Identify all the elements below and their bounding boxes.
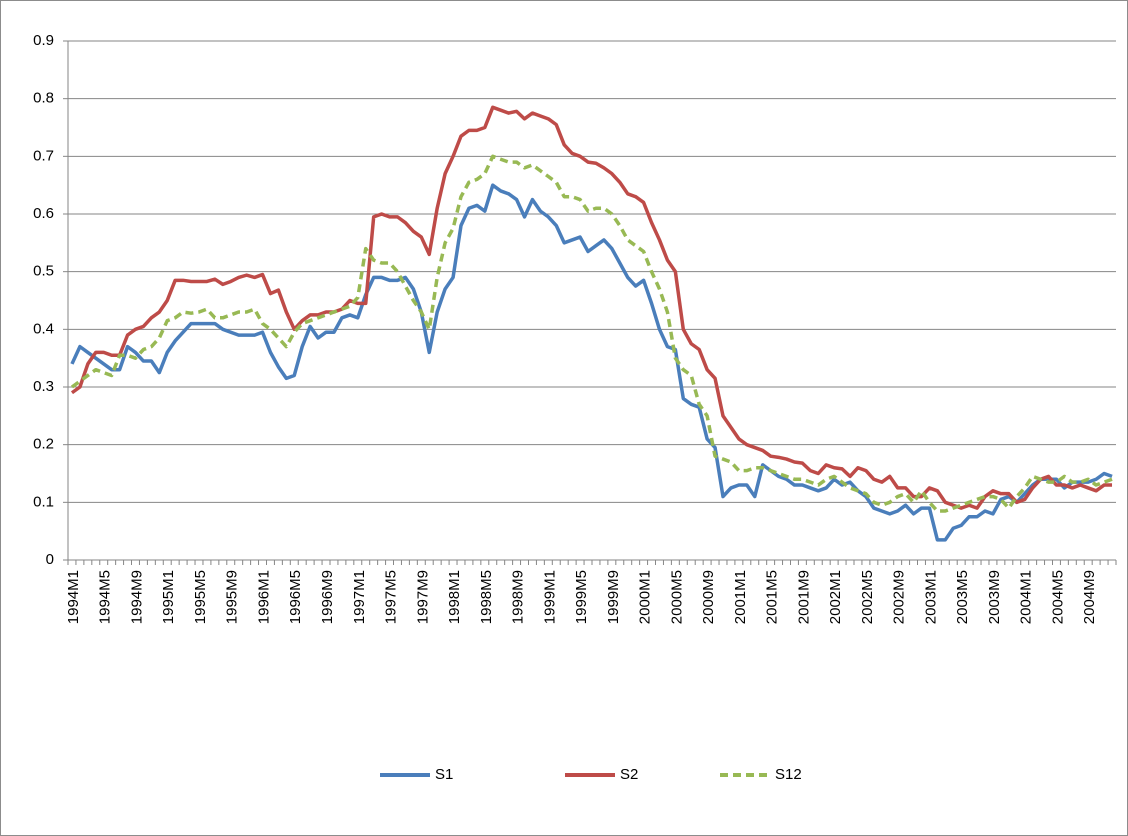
x-tick-label: 1998M5 (478, 570, 495, 624)
x-tick-label: 2000M5 (668, 570, 685, 624)
x-tick-label: 1997M9 (414, 570, 431, 624)
x-tick-label: 2000M1 (637, 570, 654, 624)
x-tick-label: 1999M1 (541, 570, 558, 624)
y-tick-label: 0.8 (33, 90, 54, 107)
x-tick-label: 2004M9 (1081, 570, 1098, 624)
legend-label: S1 (435, 766, 453, 783)
y-tick-label: 0.1 (33, 493, 54, 510)
series-line (70, 105, 1113, 510)
x-tick-label: 1998M1 (446, 570, 463, 624)
x-tick-label: 1995M9 (224, 570, 241, 624)
y-tick-label: 0.4 (33, 320, 54, 337)
y-tick-label: 0.7 (33, 147, 54, 164)
y-tick-label: 0 (46, 551, 54, 568)
x-tick-label: 2002M9 (891, 570, 908, 624)
x-tick-label: 1996M5 (287, 570, 304, 624)
x-tick-label: 1994M5 (97, 570, 114, 624)
x-tick-label: 2001M5 (764, 570, 781, 624)
x-tick-label: 1995M1 (160, 570, 177, 624)
x-tick-label: 1996M9 (319, 570, 336, 624)
y-tick-label: 0.9 (33, 32, 54, 49)
x-tick-label: 1999M9 (605, 570, 622, 624)
x-tick-label: 1996M1 (255, 570, 272, 624)
x-tick-label: 2003M5 (954, 570, 971, 624)
legend-label: S12 (775, 766, 802, 783)
x-tick-label: 2003M1 (922, 570, 939, 624)
x-tick-label: 1999M5 (573, 570, 590, 624)
legend-label: S2 (620, 766, 638, 783)
x-tick-label: 2001M9 (795, 570, 812, 624)
x-tick-label: 2003M9 (986, 570, 1003, 624)
x-tick-label: 1995M5 (192, 570, 209, 624)
y-tick-label: 0.6 (33, 205, 54, 222)
x-tick-label: 1997M5 (383, 570, 400, 624)
series-line (70, 154, 1113, 513)
x-tick-label: 2002M1 (827, 570, 844, 624)
x-tick-label: 2004M5 (1049, 570, 1066, 624)
x-tick-label: 1994M1 (65, 570, 82, 624)
x-tick-label: 1998M9 (510, 570, 527, 624)
y-tick-label: 0.5 (33, 263, 54, 280)
y-tick-label: 0.3 (33, 378, 54, 395)
x-tick-label: 2004M1 (1018, 570, 1035, 624)
y-tick-label: 0.2 (33, 436, 54, 453)
x-tick-label: 1997M1 (351, 570, 368, 624)
x-tick-label: 1994M9 (128, 570, 145, 624)
series-line (70, 183, 1113, 542)
x-tick-label: 2000M9 (700, 570, 717, 624)
x-tick-label: 2001M1 (732, 570, 749, 624)
x-tick-label: 2002M5 (859, 570, 876, 624)
